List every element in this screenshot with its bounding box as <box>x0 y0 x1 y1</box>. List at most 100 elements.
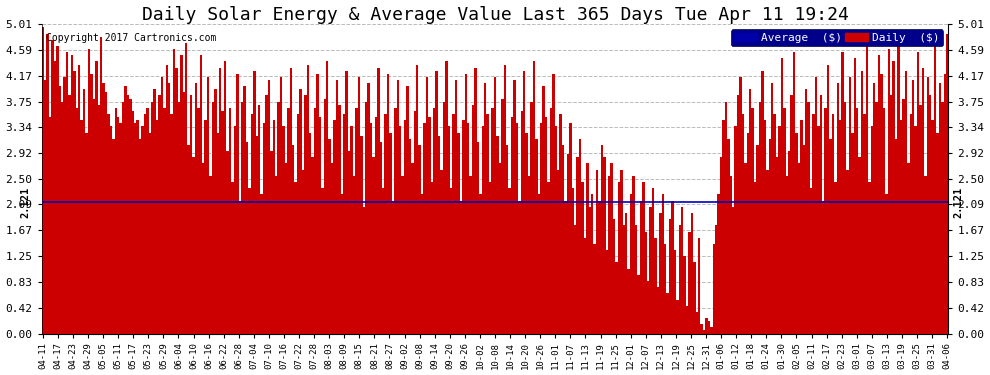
Bar <box>620 170 623 333</box>
Bar <box>499 164 501 333</box>
Bar <box>350 126 352 333</box>
Bar <box>564 201 566 333</box>
Bar <box>394 108 397 333</box>
Bar <box>250 114 253 333</box>
Bar <box>236 74 239 333</box>
Bar <box>584 238 586 333</box>
Bar <box>360 136 362 333</box>
Bar <box>900 120 902 333</box>
Bar <box>576 157 579 333</box>
Bar <box>946 34 948 333</box>
Bar <box>384 114 387 333</box>
Bar <box>742 114 744 333</box>
Bar <box>319 117 321 333</box>
Bar <box>272 120 275 333</box>
Bar <box>197 108 200 333</box>
Bar <box>589 207 591 333</box>
Bar <box>419 145 421 333</box>
Bar <box>574 225 576 333</box>
Bar <box>732 207 735 333</box>
Bar <box>832 114 835 333</box>
Bar <box>97 105 100 333</box>
Bar <box>669 219 671 333</box>
Bar <box>365 102 367 333</box>
Bar <box>370 123 372 333</box>
Bar <box>454 80 457 333</box>
Bar <box>793 52 795 333</box>
Bar <box>790 96 793 333</box>
Bar <box>705 318 708 333</box>
Bar <box>409 139 411 333</box>
Bar <box>897 46 900 333</box>
Bar <box>830 139 832 333</box>
Bar <box>698 238 701 333</box>
Bar <box>438 136 441 333</box>
Bar <box>309 132 312 333</box>
Bar <box>377 68 379 333</box>
Bar <box>613 219 616 333</box>
Bar <box>885 194 888 333</box>
Bar <box>603 157 606 333</box>
Bar <box>761 71 763 333</box>
Bar <box>42 27 44 333</box>
Bar <box>324 99 326 333</box>
Bar <box>148 132 151 333</box>
Bar <box>666 293 669 333</box>
Bar <box>85 132 88 333</box>
Bar <box>452 114 454 333</box>
Bar <box>730 176 732 333</box>
Bar <box>703 330 705 333</box>
Bar <box>839 120 842 333</box>
Bar <box>749 89 751 333</box>
Bar <box>693 262 696 333</box>
Bar <box>798 164 800 333</box>
Bar <box>491 108 494 333</box>
Bar <box>598 201 601 333</box>
Bar <box>504 64 506 333</box>
Bar <box>117 117 120 333</box>
Bar <box>521 111 523 333</box>
Bar <box>457 132 459 333</box>
Bar <box>446 62 447 333</box>
Bar <box>153 89 155 333</box>
Bar <box>344 114 346 333</box>
Bar <box>147 108 148 333</box>
Bar <box>825 108 827 333</box>
Bar <box>812 114 815 333</box>
Bar <box>134 123 137 333</box>
Bar <box>180 55 182 333</box>
Bar <box>49 117 51 333</box>
Bar <box>80 120 83 333</box>
Bar <box>219 68 222 333</box>
Bar <box>187 145 190 333</box>
Bar <box>352 176 355 333</box>
Bar <box>873 83 875 333</box>
Bar <box>326 62 329 333</box>
Bar <box>513 80 516 333</box>
Bar <box>185 43 187 333</box>
Bar <box>389 132 392 333</box>
Bar <box>83 89 85 333</box>
Bar <box>165 64 168 333</box>
Bar <box>459 201 462 333</box>
Bar <box>735 126 737 333</box>
Bar <box>382 188 384 333</box>
Bar <box>270 151 272 333</box>
Bar <box>571 188 574 333</box>
Bar <box>51 40 53 333</box>
Text: Copyright 2017 Cartronics.com: Copyright 2017 Cartronics.com <box>47 33 217 43</box>
Bar <box>768 139 771 333</box>
Bar <box>416 64 419 333</box>
Bar <box>212 102 214 333</box>
Bar <box>139 139 142 333</box>
Bar <box>170 114 173 333</box>
Bar <box>549 108 552 333</box>
Bar <box>496 136 499 333</box>
Bar <box>941 102 943 333</box>
Bar <box>312 157 314 333</box>
Bar <box>536 139 538 333</box>
Bar <box>441 170 443 333</box>
Bar <box>924 176 927 333</box>
Bar <box>758 102 761 333</box>
Bar <box>848 77 851 333</box>
